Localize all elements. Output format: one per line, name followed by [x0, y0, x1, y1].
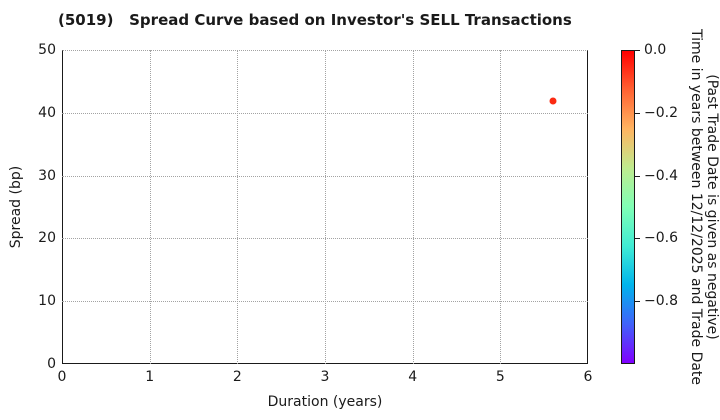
colorbar — [621, 50, 635, 364]
scatter-point — [549, 97, 557, 105]
colorbar-tick-label: 0.0 — [644, 42, 667, 58]
y-tick-label: 0 — [47, 356, 56, 372]
x-tick-label: 0 — [57, 369, 67, 385]
colorbar-label-line1: Time in years between 12/12/2025 and Tra… — [688, 28, 704, 386]
y-tick-label: 30 — [38, 167, 56, 184]
colorbar-tick-label: −0.6 — [644, 230, 678, 247]
x-tick-label: 4 — [408, 369, 418, 385]
x-axis-label: Duration (years) — [267, 394, 383, 410]
x-tick-label: 2 — [232, 369, 242, 385]
colorbar-tick — [635, 238, 640, 240]
colorbar-tick-label: −0.8 — [644, 293, 678, 310]
x-tick-label: 6 — [583, 369, 593, 385]
colorbar-tick — [635, 112, 640, 114]
x-tick-label: 1 — [145, 369, 155, 385]
x-tick-label: 5 — [495, 369, 505, 385]
y-tick-label: 10 — [38, 293, 56, 310]
colorbar-label: (Past Trade Date is given as negative) T… — [688, 29, 720, 385]
plot-area — [62, 50, 588, 364]
colorbar-tick — [635, 50, 640, 51]
y-tick-label: 50 — [38, 42, 56, 58]
x-tick-label: 3 — [320, 369, 330, 385]
y-tick-label: 40 — [38, 104, 56, 121]
colorbar-tick-label: −0.2 — [644, 104, 678, 121]
colorbar-tick-label: −0.4 — [644, 167, 678, 184]
colorbar-tick — [635, 301, 640, 303]
colorbar-label-line2: (Past Trade Date is given as negative) — [704, 74, 720, 340]
y-tick-label: 20 — [38, 230, 56, 247]
colorbar-tick — [635, 175, 640, 177]
chart-title: (5019) Spread Curve based on Investor's … — [58, 11, 572, 29]
